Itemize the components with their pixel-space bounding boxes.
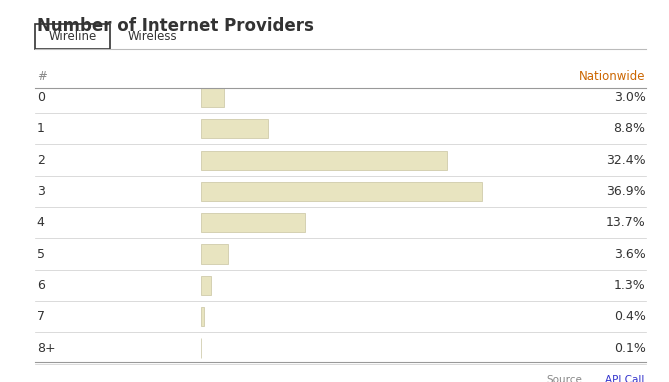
Text: 0: 0 [37,91,45,104]
FancyBboxPatch shape [201,307,204,326]
FancyBboxPatch shape [201,213,305,232]
FancyBboxPatch shape [201,276,211,295]
Text: 7: 7 [37,310,45,323]
FancyBboxPatch shape [201,88,223,107]
Text: Wireline: Wireline [48,30,96,43]
Text: Wireless: Wireless [128,30,177,43]
Text: 3.6%: 3.6% [614,248,646,261]
Text: #: # [37,70,47,83]
Text: 36.9%: 36.9% [606,185,646,198]
Text: 13.7%: 13.7% [606,216,646,229]
Text: Nationwide: Nationwide [579,70,646,83]
Text: 1: 1 [37,122,45,135]
FancyBboxPatch shape [35,24,110,49]
Text: 8+: 8+ [37,342,56,354]
Text: 3: 3 [37,185,45,198]
FancyBboxPatch shape [201,119,268,138]
Text: 2: 2 [37,154,45,167]
Text: 0.4%: 0.4% [613,310,646,323]
Text: 3.0%: 3.0% [613,91,646,104]
FancyBboxPatch shape [201,182,482,201]
Text: Number of Internet Providers: Number of Internet Providers [37,17,314,35]
Text: API Call: API Call [605,375,644,382]
Text: 1.3%: 1.3% [614,279,646,292]
Text: 5: 5 [37,248,45,261]
Text: 0.1%: 0.1% [613,342,646,354]
FancyBboxPatch shape [201,244,228,264]
Text: 6: 6 [37,279,45,292]
Text: 32.4%: 32.4% [606,154,646,167]
FancyBboxPatch shape [201,151,448,170]
Text: 8.8%: 8.8% [613,122,646,135]
Text: Source: Source [546,375,582,382]
Text: 4: 4 [37,216,45,229]
